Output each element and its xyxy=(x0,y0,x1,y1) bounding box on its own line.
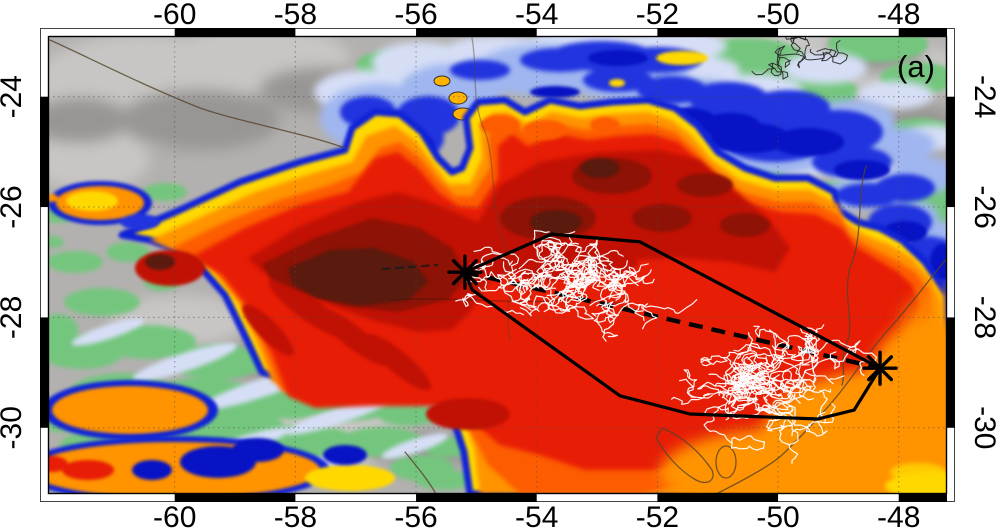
yellow-spots-in-blue xyxy=(609,51,708,87)
lon-tick-label: -48 xyxy=(877,501,920,532)
southwest-blue-patches xyxy=(132,438,367,480)
lon-tick-label: -52 xyxy=(636,0,679,31)
graticule-grid xyxy=(48,36,947,494)
lightning-flash-traces xyxy=(455,229,878,464)
lon-tick-label: -58 xyxy=(274,0,317,31)
lon-tick-label: -54 xyxy=(515,0,558,31)
lat-tick-label: -30 xyxy=(0,406,28,449)
map-frame xyxy=(40,28,955,502)
convex-hull-layer xyxy=(463,232,882,421)
frame-inner-line xyxy=(47,35,948,495)
track-start-marker xyxy=(447,254,483,290)
river-central xyxy=(471,37,511,341)
lat-tick-label: -26 xyxy=(0,185,28,228)
lat-tick-label: -28 xyxy=(0,296,28,339)
storm-maroon-cores xyxy=(145,158,620,306)
border-dashed-segment xyxy=(381,263,439,271)
lat-tick-label: -30 xyxy=(968,406,1000,449)
lon-tick-label: -48 xyxy=(877,0,920,31)
storm-top-fringe-cells xyxy=(480,115,620,140)
lon-tick-label: -58 xyxy=(274,501,317,532)
southwest-cell-upper xyxy=(42,380,218,440)
boundary-lines xyxy=(49,37,948,495)
lon-tick-label: -50 xyxy=(756,0,799,31)
coastline xyxy=(715,257,948,495)
panel-label: (a) xyxy=(897,49,935,84)
lon-tick-label: -56 xyxy=(394,501,437,532)
west-cell xyxy=(46,181,160,230)
lat-tick-label: -28 xyxy=(968,296,1000,339)
lat-tick-label: -24 xyxy=(968,75,1000,118)
lat-tick-label: -26 xyxy=(968,185,1000,228)
lon-tick-label: -50 xyxy=(756,501,799,532)
track-end-marker xyxy=(862,350,898,386)
lagoon xyxy=(655,427,714,484)
border-northwest xyxy=(49,39,346,149)
lon-tick-label: -60 xyxy=(153,0,196,31)
lat-tick-label: -24 xyxy=(0,75,28,118)
border-bottom xyxy=(404,451,437,495)
isolated-cells xyxy=(20,181,395,504)
lon-tick-label: -56 xyxy=(394,0,437,31)
track-endpoint-markers xyxy=(447,254,898,386)
frame-black-segments xyxy=(40,28,955,502)
lon-tick-label: -52 xyxy=(636,501,679,532)
lagoon-small xyxy=(715,445,737,479)
lon-tick-label: -60 xyxy=(153,501,196,532)
lon-tick-label: -54 xyxy=(515,501,558,532)
